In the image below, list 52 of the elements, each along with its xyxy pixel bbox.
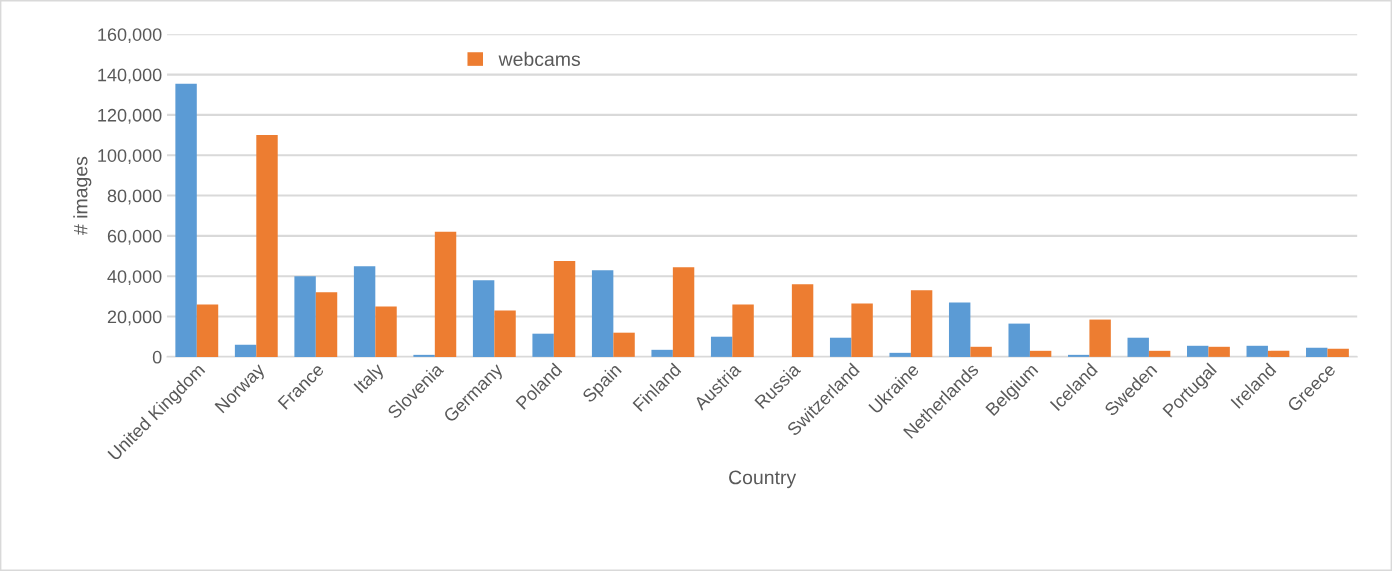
- bar: [1208, 346, 1230, 357]
- y-tick-label: 20,000: [107, 310, 162, 326]
- bar: [434, 231, 457, 357]
- y-tick-label: 80,000: [107, 189, 162, 205]
- bar: [1246, 345, 1268, 357]
- bar: [710, 336, 733, 357]
- bar: [1029, 350, 1052, 357]
- bar: [732, 304, 754, 357]
- bar: [1306, 347, 1328, 357]
- bar: [829, 337, 852, 357]
- x-tick-label: Italy: [353, 361, 388, 396]
- y-tick-label: 60,000: [107, 229, 162, 245]
- bar: [851, 303, 873, 357]
- y-tick-label: 120,000: [98, 108, 162, 124]
- bar: [791, 284, 814, 357]
- bar: [889, 352, 911, 357]
- bar: [1327, 348, 1349, 357]
- y-tick-label: 100,000: [98, 149, 162, 165]
- bar: [175, 83, 197, 357]
- bar: [532, 333, 554, 357]
- bar: [553, 261, 576, 357]
- bar: [375, 306, 397, 357]
- bar: [494, 310, 516, 357]
- bar: [970, 346, 992, 357]
- bar: [613, 332, 635, 357]
- y-axis-title: # images: [73, 156, 92, 235]
- bar: [1187, 345, 1209, 357]
- bar: [672, 267, 695, 357]
- bar: [196, 304, 219, 357]
- bar: [1067, 354, 1090, 357]
- bar: [472, 280, 495, 357]
- bar: [1008, 323, 1030, 357]
- bar: [1089, 319, 1111, 357]
- y-tick-label: 140,000: [98, 68, 162, 84]
- bar: [1127, 337, 1149, 357]
- bar: [234, 344, 257, 357]
- bar: [413, 354, 435, 357]
- bar: [1267, 350, 1290, 357]
- bar: [1148, 350, 1171, 357]
- bar: [948, 302, 971, 357]
- legend-label: webcams: [498, 51, 581, 67]
- bar: [294, 276, 316, 357]
- bar: [315, 292, 338, 357]
- x-axis-title: Country: [729, 470, 797, 489]
- bar: [353, 266, 376, 357]
- bar: [651, 349, 673, 357]
- bar: [591, 270, 614, 357]
- y-tick-label: 160,000: [98, 28, 162, 44]
- bar: [910, 290, 933, 357]
- bar: [256, 135, 278, 357]
- y-tick-label: 40,000: [107, 270, 162, 286]
- y-tick-label: 0: [152, 350, 162, 364]
